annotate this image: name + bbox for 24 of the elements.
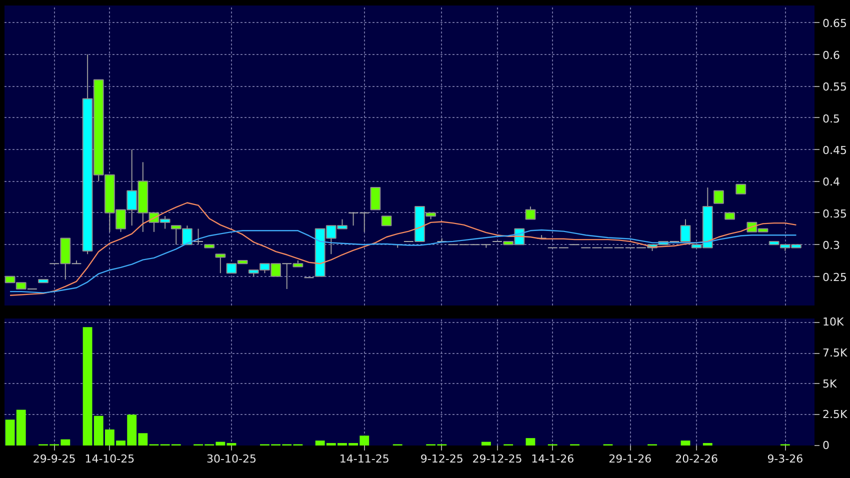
y-tick-label: 0.4	[822, 176, 840, 189]
y-tick-label: 10K	[822, 316, 844, 329]
x-tick-label: 14-10-25	[84, 452, 135, 466]
x-tick-label: 29-1-26	[608, 452, 652, 466]
x-tick-label: 29-12-25	[472, 452, 522, 466]
x-tick-label: 9-3-26	[767, 452, 804, 466]
y-tick-label: 0.65	[822, 17, 847, 30]
y-tick-label: 0.5	[822, 112, 840, 126]
y-tick-label: 0.55	[822, 80, 847, 94]
y-tick-label: 2.5K	[822, 408, 848, 422]
x-tick-label: 9-12-25	[420, 452, 464, 466]
x-tick-label: 30-10-25	[206, 452, 256, 466]
x-tick-label: 14-1-26	[531, 452, 574, 466]
y-tick-label: 0	[822, 439, 830, 452]
x-tick-label: 14-11-25	[339, 452, 390, 466]
y-tick-label: 0.45	[822, 144, 847, 157]
y-tick-label: 0.35	[822, 207, 847, 220]
y-tick-label: 0.6	[822, 48, 840, 62]
x-tick-label: 20-2-26	[675, 452, 718, 466]
y-tick-label: 5K	[822, 377, 838, 390]
x-tick-label: 29-9-25	[32, 452, 76, 466]
y-tick-label: 7.5K	[822, 346, 848, 360]
y-tick-label: 0.25	[822, 270, 847, 284]
y-tick-label: 0.3	[822, 239, 840, 252]
